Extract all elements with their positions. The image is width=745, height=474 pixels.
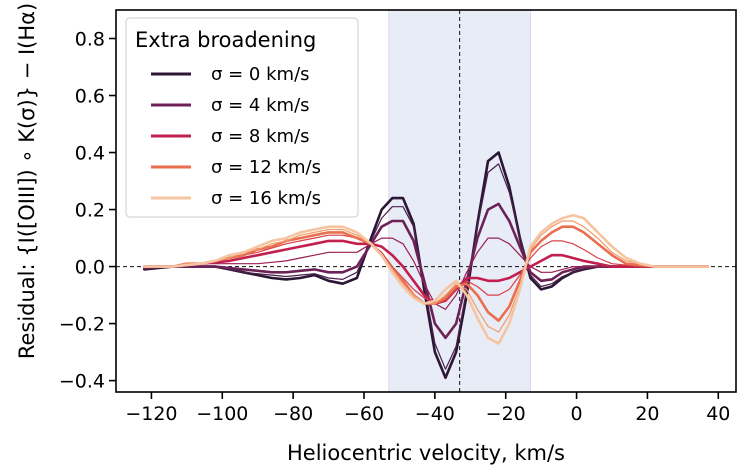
axes-layer — [115, 9, 737, 393]
series-line-8 — [143, 214, 710, 345]
series-line-3 — [143, 237, 709, 310]
legend-label-2: σ = 8 km/s — [211, 126, 310, 147]
x-tick-label: −40 — [415, 403, 455, 425]
legend-label-3: σ = 12 km/s — [211, 157, 321, 178]
y-tick-label: 0.4 — [75, 143, 105, 165]
y-tick-label: 0.8 — [75, 29, 105, 51]
y-tick-label: −0.4 — [59, 371, 105, 393]
ticks-layer: −120 −100 −80 −60 −40 −20 0 20 40 −0.4 −0.2 0.0 0.2 0… — [59, 29, 731, 425]
legend-label-1: σ = 4 km/s — [211, 95, 310, 116]
series-line-6 — [143, 225, 710, 323]
y-axis-label: Residual: {I([OIII]) ∘ K(σ)} − I(Hα) — [15, 3, 39, 359]
series-line-7 — [143, 220, 709, 333]
legend-title: Extra broadening — [135, 28, 316, 52]
x-tick-label: −80 — [273, 403, 313, 425]
x-tick-label: −120 — [125, 403, 177, 425]
x-tick-label: −60 — [344, 403, 384, 425]
series-layer — [143, 151, 710, 380]
x-tick-label: 40 — [706, 403, 730, 425]
x-tick-label: −100 — [196, 403, 248, 425]
x-axis-label: Heliocentric velocity, km/s — [287, 441, 565, 465]
x-tick-label: −20 — [486, 403, 526, 425]
y-tick-label: 0.6 — [75, 86, 105, 108]
legend-label-4: σ = 16 km/s — [211, 188, 321, 209]
y-tick-label: 0.2 — [75, 200, 105, 222]
x-tick-label: 0 — [571, 403, 583, 425]
y-tick-label: −0.2 — [59, 314, 105, 336]
legend-entries: σ = 0 km/s σ = 4 km/s σ = 8 km/s σ = 12 km/… — [151, 64, 321, 209]
x-tick-label: 20 — [635, 403, 659, 425]
legend: Extra broadening σ = 0 km/sσ = 4 km/sσ =… — [125, 17, 359, 218]
y-tick-label: 0.0 — [75, 257, 105, 279]
plot-frame — [115, 9, 737, 393]
legend-label-0: σ = 0 km/s — [211, 64, 310, 85]
